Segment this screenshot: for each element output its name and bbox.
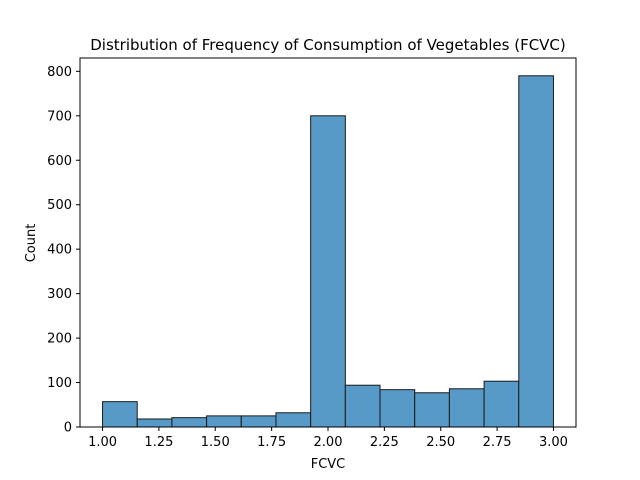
y-tick-label: 400 xyxy=(47,243,72,258)
bars-group xyxy=(102,75,554,428)
histogram-bar-10 xyxy=(448,388,485,428)
x-tick-label: 2.50 xyxy=(426,435,455,450)
y-axis-label: Count xyxy=(24,224,39,263)
histogram-bar-5 xyxy=(275,412,312,428)
y-axis-ticks: 0 100 200 300 400 500 600 700 800 xyxy=(47,65,80,436)
x-tick-label: 1.50 xyxy=(201,435,230,450)
y-tick-label: 200 xyxy=(47,332,72,347)
x-tick-label: 1.25 xyxy=(144,435,173,450)
x-tick-label: 1.75 xyxy=(257,435,286,450)
histogram-bar-6 xyxy=(310,115,346,428)
y-tick-label: 300 xyxy=(47,287,72,302)
x-axis-label: FCVC xyxy=(311,457,346,472)
plot-frame xyxy=(79,57,577,428)
x-tick-label: 2.75 xyxy=(483,435,512,450)
histogram-bar-9 xyxy=(414,392,450,428)
y-tick-label: 800 xyxy=(47,65,72,80)
histogram-bar-7 xyxy=(344,384,381,428)
y-tick-label: 600 xyxy=(47,154,72,169)
histogram-bar-0 xyxy=(102,401,138,428)
histogram-bar-12 xyxy=(518,75,554,428)
y-tick-label: 700 xyxy=(47,109,72,124)
histogram-bar-3 xyxy=(206,415,242,428)
y-tick-label: 0 xyxy=(64,421,72,436)
histogram-bar-4 xyxy=(240,415,277,428)
x-tick-label: 1.00 xyxy=(88,435,117,450)
x-tick-label: 2.00 xyxy=(314,435,343,450)
x-tick-label: 3.00 xyxy=(539,435,568,450)
histogram-bar-11 xyxy=(483,380,520,428)
histogram-bar-8 xyxy=(379,389,416,428)
histogram-bar-1 xyxy=(136,418,173,428)
x-tick-label: 2.25 xyxy=(370,435,399,450)
y-tick-label: 500 xyxy=(47,198,72,213)
y-tick-label: 100 xyxy=(47,376,72,391)
x-axis-ticks: 1.00 1.25 1.50 1.75 2.00 2.25 2.50 2.75 3.00 xyxy=(88,427,568,450)
histogram-bar-2 xyxy=(171,417,208,428)
chart-title: Distribution of Frequency of Consumption… xyxy=(90,36,566,54)
